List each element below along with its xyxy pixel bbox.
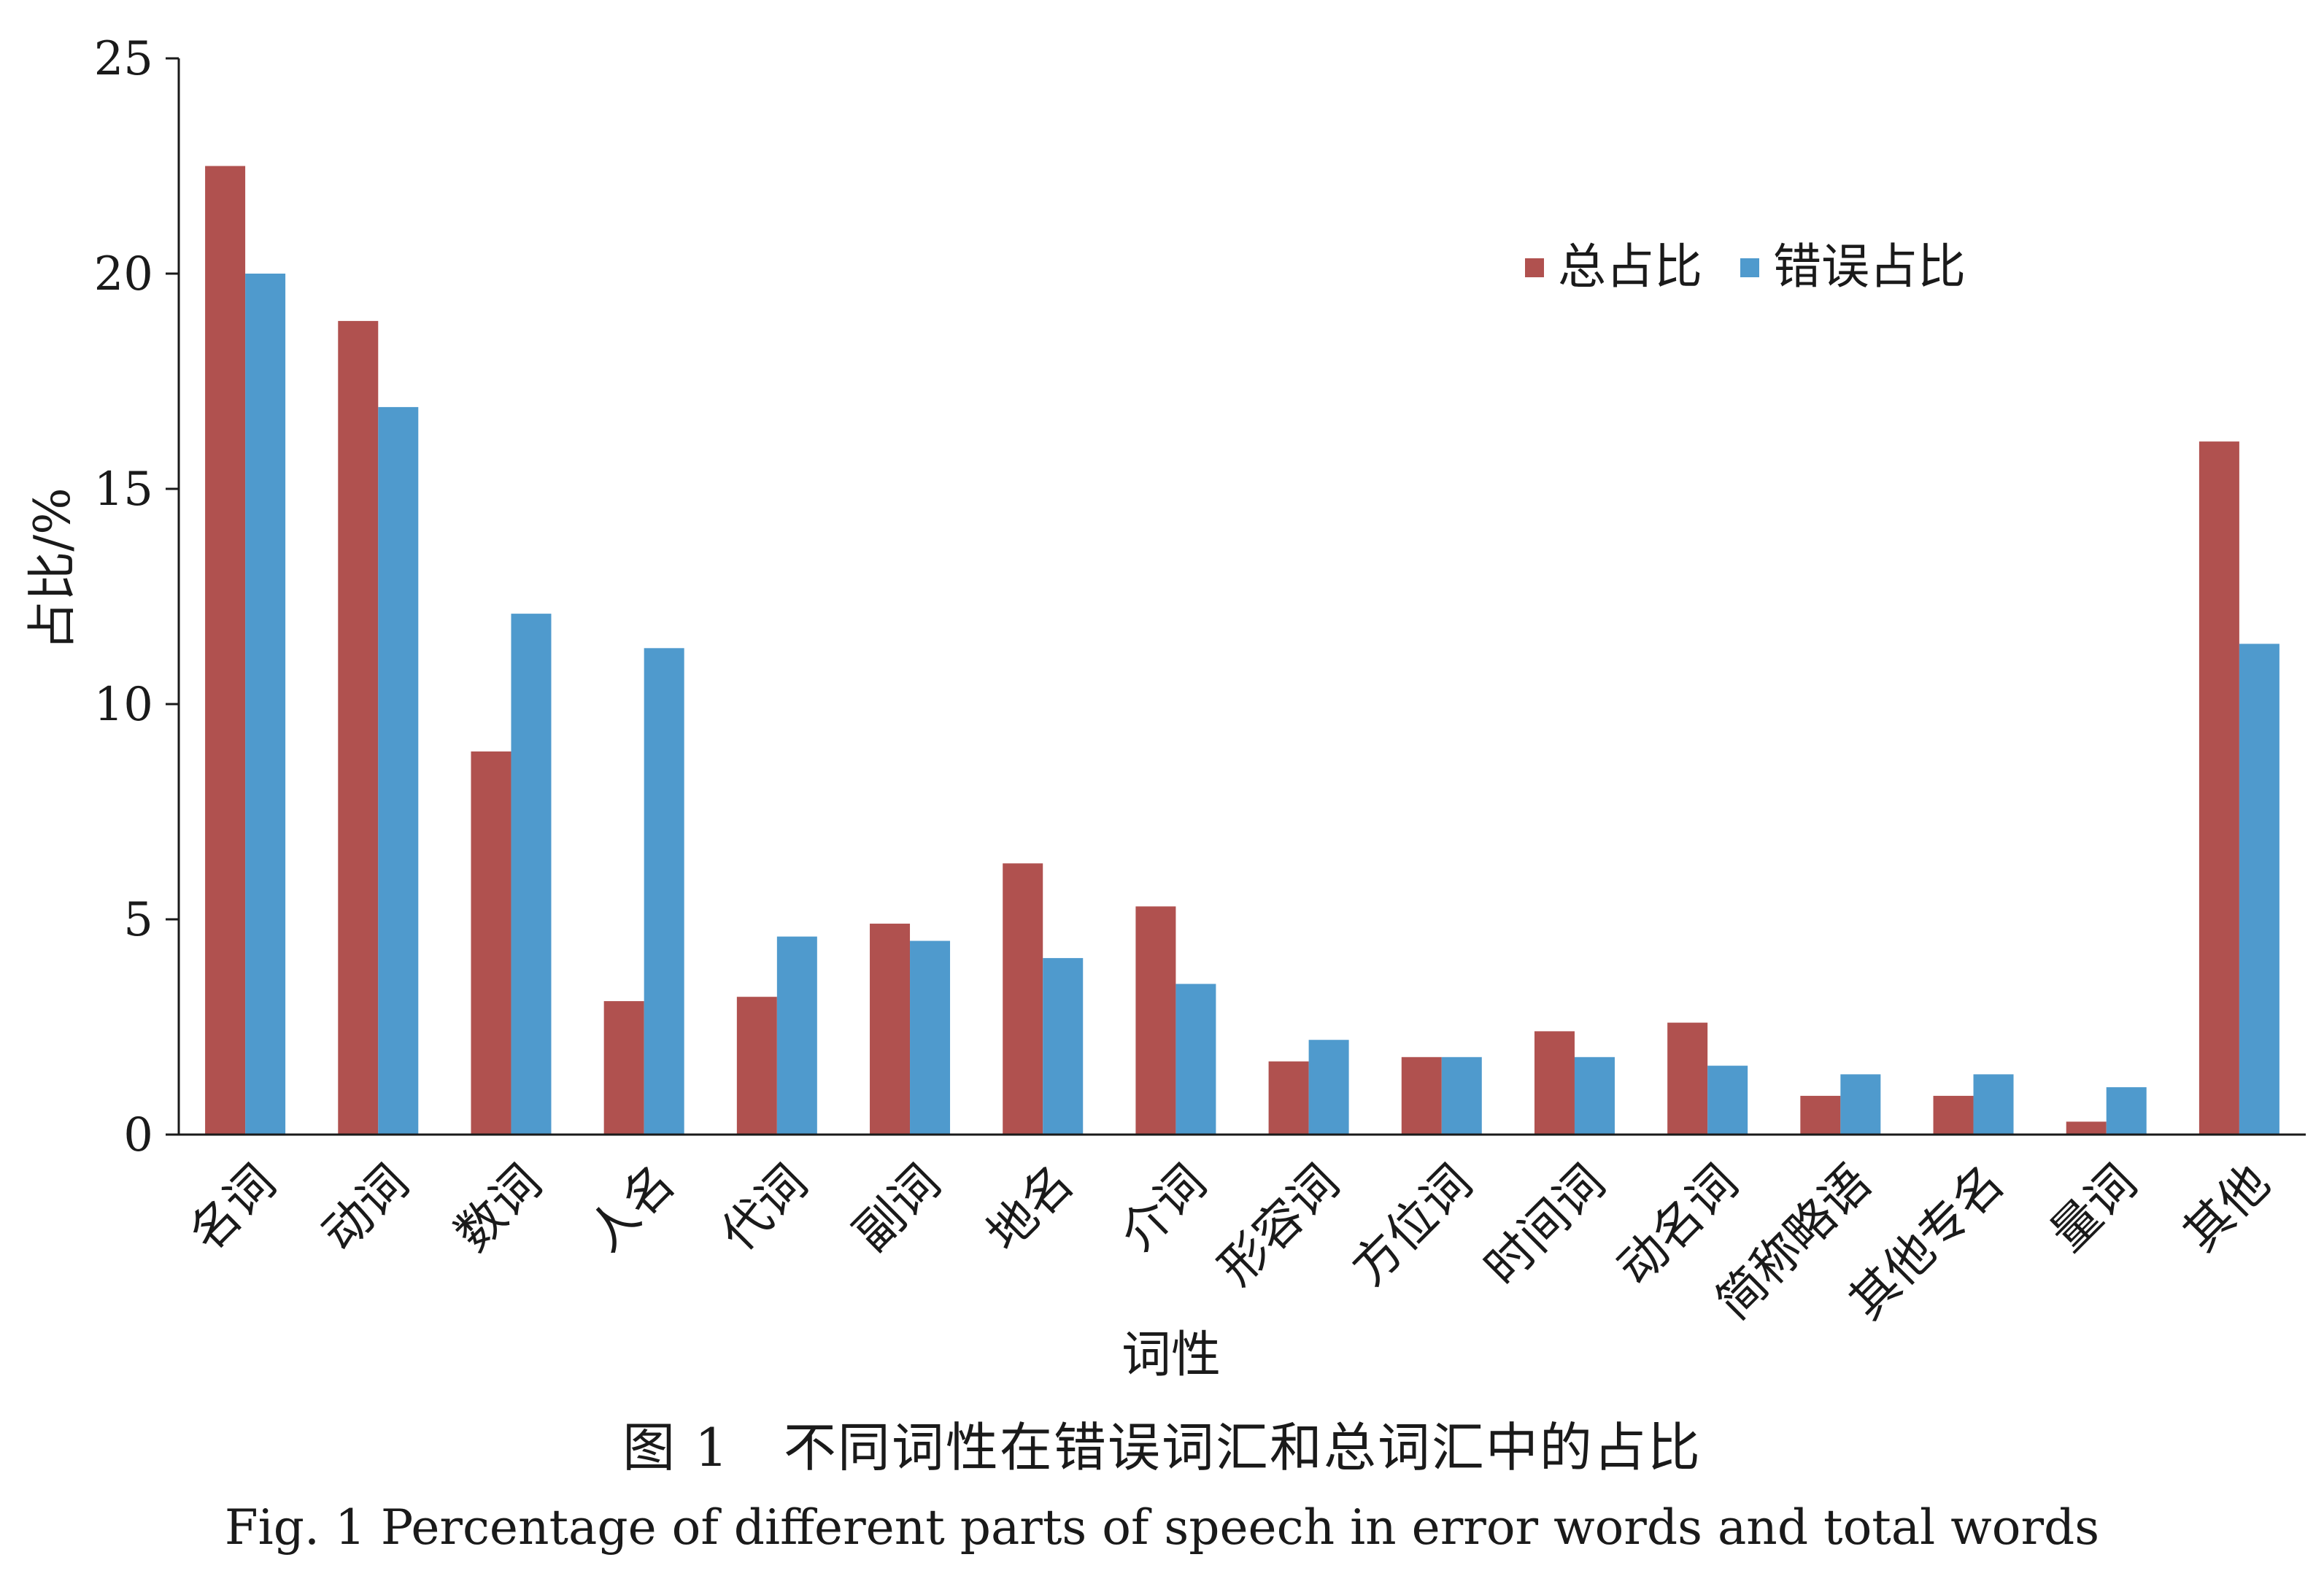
plot-area: [205, 166, 2279, 1135]
bar-error-7: [1175, 984, 1216, 1135]
x-category-label-7: 介词: [1109, 1154, 1217, 1262]
bar-total-8: [1268, 1061, 1309, 1135]
x-axis-title: 词性: [1122, 1326, 1221, 1384]
y-tick-label-4: 20: [94, 247, 153, 301]
bar-total-15: [2198, 441, 2239, 1135]
x-category-label-5: 副词: [843, 1154, 951, 1262]
bar-total-13: [1933, 1095, 1974, 1135]
bar-total-0: [205, 166, 246, 1135]
x-category-label-2: 数词: [444, 1154, 552, 1262]
bar-total-14: [2066, 1121, 2107, 1135]
bar-error-11: [1707, 1065, 1748, 1135]
x-category-label-14: 量词: [2039, 1154, 2147, 1262]
bar-total-9: [1401, 1057, 1442, 1135]
bar-total-12: [1800, 1095, 1841, 1135]
bar-total-2: [471, 751, 511, 1135]
y-tick-label-3: 15: [94, 463, 153, 517]
bar-error-9: [1441, 1057, 1482, 1135]
legend-swatch-1: [1740, 258, 1759, 277]
y-tick-label-0: 0: [123, 1108, 153, 1162]
bar-error-13: [1973, 1074, 2014, 1135]
y-axis: 0 5 10 15 20 25: [94, 32, 180, 1162]
x-category-label-1: 动词: [312, 1154, 420, 1262]
figure-caption-chinese: 图 1 不同词性在错误词汇和总词汇中的占比: [622, 1417, 1702, 1478]
bar-total-6: [1003, 863, 1043, 1135]
bar-total-1: [338, 320, 379, 1135]
bar-error-10: [1574, 1057, 1615, 1135]
bar-error-4: [776, 936, 817, 1135]
bar-error-5: [910, 940, 951, 1135]
bar-error-14: [2106, 1087, 2147, 1135]
x-category-label-10: 时间词: [1474, 1154, 1615, 1296]
bar-error-0: [245, 274, 286, 1135]
x-category-label-9: 方位词: [1341, 1154, 1483, 1296]
bar-total-7: [1135, 906, 1176, 1135]
bar-total-11: [1667, 1022, 1708, 1135]
bar-total-3: [603, 1001, 644, 1135]
bar-error-2: [511, 614, 552, 1135]
legend: 总占比 错误占比: [1525, 239, 1966, 295]
bar-error-8: [1308, 1040, 1349, 1135]
legend-label-0: 总占比: [1558, 239, 1702, 295]
bar-error-1: [378, 406, 419, 1135]
x-category-label-4: 代词: [710, 1154, 818, 1262]
chart: 0 5 10 15 20 25 名词 动词 数词 人名 代词 副词 地名 介词形容词方位词时间词动名词简…: [24, 32, 2306, 1384]
bar-total-4: [736, 997, 777, 1135]
bar-total-5: [870, 923, 911, 1135]
y-tick-label-2: 10: [94, 678, 153, 732]
x-category-label-0: 名词: [179, 1154, 287, 1262]
figure-caption-english: Fig. 1 Percentage of different parts of …: [224, 1499, 2100, 1556]
x-category-label-8: 形容词: [1208, 1154, 1349, 1296]
bar-error-15: [2239, 644, 2279, 1135]
x-category-label-3: 人名: [577, 1154, 685, 1262]
legend-swatch-0: [1525, 258, 1544, 277]
bar-error-6: [1043, 958, 1084, 1135]
legend-label-1: 错误占比: [1773, 239, 1966, 295]
y-tick-label-1: 5: [123, 893, 153, 947]
y-axis-title: 占比/%: [24, 487, 82, 651]
bar-total-10: [1534, 1031, 1575, 1135]
y-tick-label-5: 25: [94, 32, 153, 86]
x-category-label-6: 地名: [976, 1154, 1084, 1262]
bar-error-3: [644, 648, 684, 1135]
bar-error-12: [1840, 1074, 1881, 1135]
x-category-label-15: 其他: [2172, 1154, 2280, 1262]
